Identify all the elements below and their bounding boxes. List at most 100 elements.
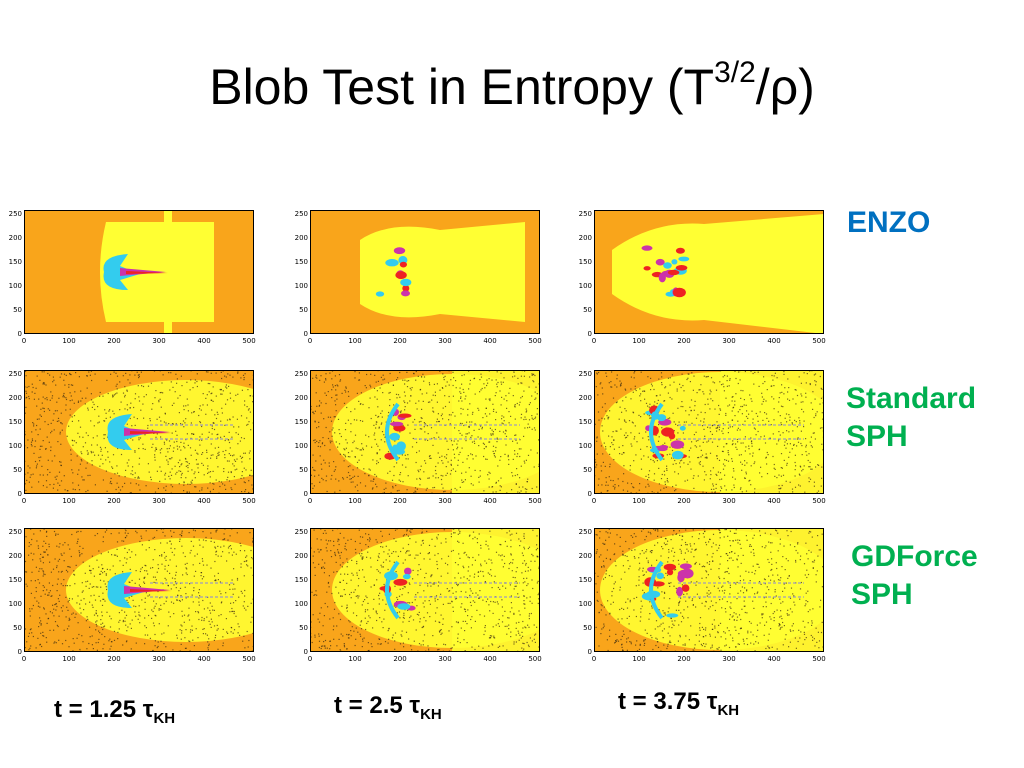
- x-tick-label: 200: [107, 655, 121, 663]
- x-tick-label: 400: [197, 655, 211, 663]
- x-tick-label: 0: [21, 655, 27, 663]
- x-tick-label: 400: [767, 497, 781, 505]
- y-tick-label: 100: [8, 600, 22, 608]
- y-tick-label: 150: [294, 576, 308, 584]
- x-tick-label: 100: [632, 497, 646, 505]
- x-tick-label: 500: [812, 655, 826, 663]
- x-tick-label: 200: [107, 497, 121, 505]
- x-tick-label: 100: [62, 655, 76, 663]
- y-tick-label: 100: [294, 442, 308, 450]
- x-tick-label: 200: [393, 497, 407, 505]
- y-tick-label: 50: [13, 306, 22, 314]
- y-tick-label: 0: [17, 490, 22, 498]
- y-tick-label: 250: [8, 370, 22, 378]
- time-label-3-text: t = 3.75 τ: [618, 688, 718, 715]
- y-tick-label: 200: [294, 552, 308, 560]
- y-tick-label: 50: [299, 624, 308, 632]
- y-tick-label: 50: [13, 624, 22, 632]
- y-tick-label: 200: [8, 394, 22, 402]
- x-tick-label: 100: [62, 337, 76, 345]
- y-tick-label: 150: [8, 576, 22, 584]
- x-tick-label: 200: [107, 337, 121, 345]
- y-tick-label: 100: [8, 442, 22, 450]
- x-tick-label: 300: [438, 337, 452, 345]
- x-tick-label: 0: [307, 497, 313, 505]
- x-tick-label: 400: [767, 655, 781, 663]
- y-tick-label: 0: [303, 490, 308, 498]
- time-label-3: t = 3.75 τKH: [618, 688, 739, 719]
- x-tick-label: 500: [812, 497, 826, 505]
- time-label-1-text: t = 1.25 τ: [54, 696, 154, 723]
- y-tick-label: 100: [294, 600, 308, 608]
- y-tick-label: 100: [578, 442, 592, 450]
- x-tick-label: 400: [197, 337, 211, 345]
- sim-panel: [310, 370, 540, 494]
- x-tick-label: 300: [152, 655, 166, 663]
- y-tick-label: 0: [303, 648, 308, 656]
- y-tick-label: 200: [8, 234, 22, 242]
- y-tick-label: 150: [578, 576, 592, 584]
- row-label-standard-line2: SPH: [846, 419, 908, 453]
- x-tick-label: 200: [677, 655, 691, 663]
- y-tick-label: 200: [294, 234, 308, 242]
- x-tick-label: 200: [393, 655, 407, 663]
- x-tick-label: 300: [152, 337, 166, 345]
- time-label-2-text: t = 2.5 τ: [334, 692, 421, 719]
- y-tick-label: 250: [578, 210, 592, 218]
- sim-image: [310, 210, 540, 334]
- x-tick-label: 0: [591, 655, 597, 663]
- x-tick-label: 400: [197, 497, 211, 505]
- x-tick-label: 0: [591, 497, 597, 505]
- sim-panel: [594, 370, 824, 494]
- sim-image: [24, 528, 254, 652]
- x-tick-label: 500: [528, 497, 542, 505]
- x-tick-label: 300: [722, 497, 736, 505]
- sim-image: [594, 370, 824, 494]
- x-tick-label: 400: [483, 337, 497, 345]
- y-tick-label: 150: [294, 258, 308, 266]
- y-tick-label: 250: [8, 210, 22, 218]
- x-tick-label: 100: [62, 497, 76, 505]
- row-label-gdforce-sph: GDForce SPH: [851, 538, 978, 613]
- y-tick-label: 50: [583, 466, 592, 474]
- x-tick-label: 0: [21, 337, 27, 345]
- row-label-enzo: ENZO: [847, 204, 930, 242]
- x-tick-label: 200: [393, 337, 407, 345]
- y-tick-label: 0: [587, 490, 592, 498]
- y-tick-label: 0: [303, 330, 308, 338]
- x-tick-label: 300: [152, 497, 166, 505]
- x-tick-label: 500: [528, 655, 542, 663]
- y-tick-label: 50: [299, 306, 308, 314]
- sim-panel: [310, 528, 540, 652]
- y-tick-label: 100: [578, 282, 592, 290]
- y-tick-label: 250: [294, 370, 308, 378]
- sim-panel: [310, 210, 540, 334]
- y-tick-label: 50: [583, 306, 592, 314]
- x-tick-label: 200: [677, 337, 691, 345]
- row-label-gdforce-line2: SPH: [851, 577, 913, 611]
- x-tick-label: 100: [348, 337, 362, 345]
- y-tick-label: 150: [578, 258, 592, 266]
- sim-panel: [24, 210, 254, 334]
- y-tick-label: 0: [587, 330, 592, 338]
- title-main: Blob Test in Entropy (T: [209, 59, 715, 115]
- time-label-3-sub: KH: [717, 702, 740, 719]
- sim-panel: [594, 210, 824, 334]
- x-tick-label: 100: [632, 337, 646, 345]
- x-tick-label: 300: [722, 655, 736, 663]
- y-tick-label: 0: [17, 648, 22, 656]
- x-tick-label: 0: [307, 337, 313, 345]
- time-label-1: t = 1.25 τKH: [54, 696, 175, 727]
- y-tick-label: 250: [8, 528, 22, 536]
- y-tick-label: 200: [578, 234, 592, 242]
- x-tick-label: 0: [307, 655, 313, 663]
- y-tick-label: 200: [578, 552, 592, 560]
- y-tick-label: 100: [578, 600, 592, 608]
- x-tick-label: 200: [677, 497, 691, 505]
- x-tick-label: 0: [21, 497, 27, 505]
- y-tick-label: 250: [294, 210, 308, 218]
- y-tick-label: 50: [13, 466, 22, 474]
- row-label-standard-sph: Standard SPH: [846, 380, 976, 455]
- x-tick-label: 400: [483, 497, 497, 505]
- time-label-2: t = 2.5 τKH: [334, 692, 442, 723]
